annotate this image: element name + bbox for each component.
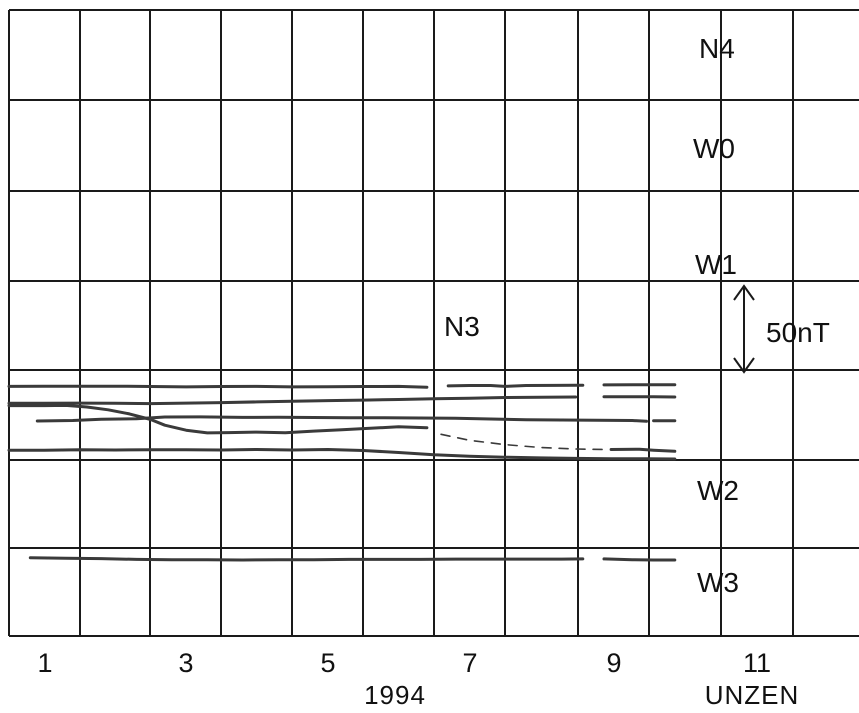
series-label-n3: N3 xyxy=(444,311,480,342)
scale-bar-arrow-down-icon xyxy=(733,357,755,374)
series-labels: N4 W0 W1 N3 W2 W3 xyxy=(444,33,739,598)
series-line-w2 xyxy=(7,448,677,461)
series-line-w1 xyxy=(35,415,648,423)
x-tick-label: 5 xyxy=(320,648,335,678)
series-layer xyxy=(7,383,677,562)
station-label: UNZEN xyxy=(705,680,800,710)
x-tick-label: 11 xyxy=(743,648,771,678)
x-tick-label: 3 xyxy=(178,648,193,678)
series-line-w3 xyxy=(28,556,585,562)
scale-bar-label: 50nT xyxy=(766,317,830,348)
series-label-w3: W3 xyxy=(697,567,739,598)
scale-bar: 50nT xyxy=(733,284,830,374)
series-label-w1: W1 xyxy=(695,249,737,280)
scale-bar-arrow-up-icon xyxy=(733,284,755,301)
x-ticks: 1 3 5 7 9 11 xyxy=(37,648,771,678)
series-line-n3 xyxy=(609,447,677,453)
series-label-w2: W2 xyxy=(697,475,739,506)
series-line-n3 xyxy=(440,433,605,451)
x-tick-label: 7 xyxy=(462,648,477,678)
series-label-n4: N4 xyxy=(699,33,735,64)
series-label-w0: W0 xyxy=(693,133,735,164)
series-line-n4 xyxy=(7,384,429,389)
x-tick-label: 1 xyxy=(37,648,52,678)
series-line-n3 xyxy=(7,403,429,435)
series-line-w3 xyxy=(602,557,677,562)
series-line-w0 xyxy=(7,395,578,406)
chart-grid xyxy=(8,9,859,637)
series-line-n4 xyxy=(446,383,585,388)
x-axis-label: 1994 xyxy=(364,680,426,710)
x-tick-label: 9 xyxy=(606,648,621,678)
